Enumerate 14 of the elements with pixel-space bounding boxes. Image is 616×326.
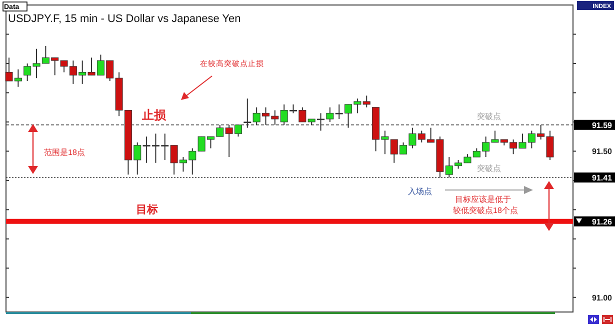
annotation: 突破点 (477, 164, 501, 173)
ref-line-label: 91.26 (592, 217, 613, 226)
annotation: 较低突破点18个点 (453, 206, 518, 215)
annotation: 入场点 (408, 187, 432, 196)
text: USDJPY.F, 15 min - US Dollar vs Japanese Yen (8, 13, 241, 25)
ref-line-label: 91.41 (592, 174, 613, 183)
annotation: 目标应该是低于 (455, 195, 511, 204)
annotation: 突破点 (477, 112, 501, 121)
annotation: 范围是18点 (44, 148, 85, 157)
y-tick-label: 91.50 (592, 147, 613, 156)
annotation: 止损 (141, 108, 167, 122)
ref-line-label: 91.59 (592, 120, 613, 130)
y-tick-label: 91.00 (592, 293, 613, 302)
annotation: 目标 (136, 203, 158, 216)
